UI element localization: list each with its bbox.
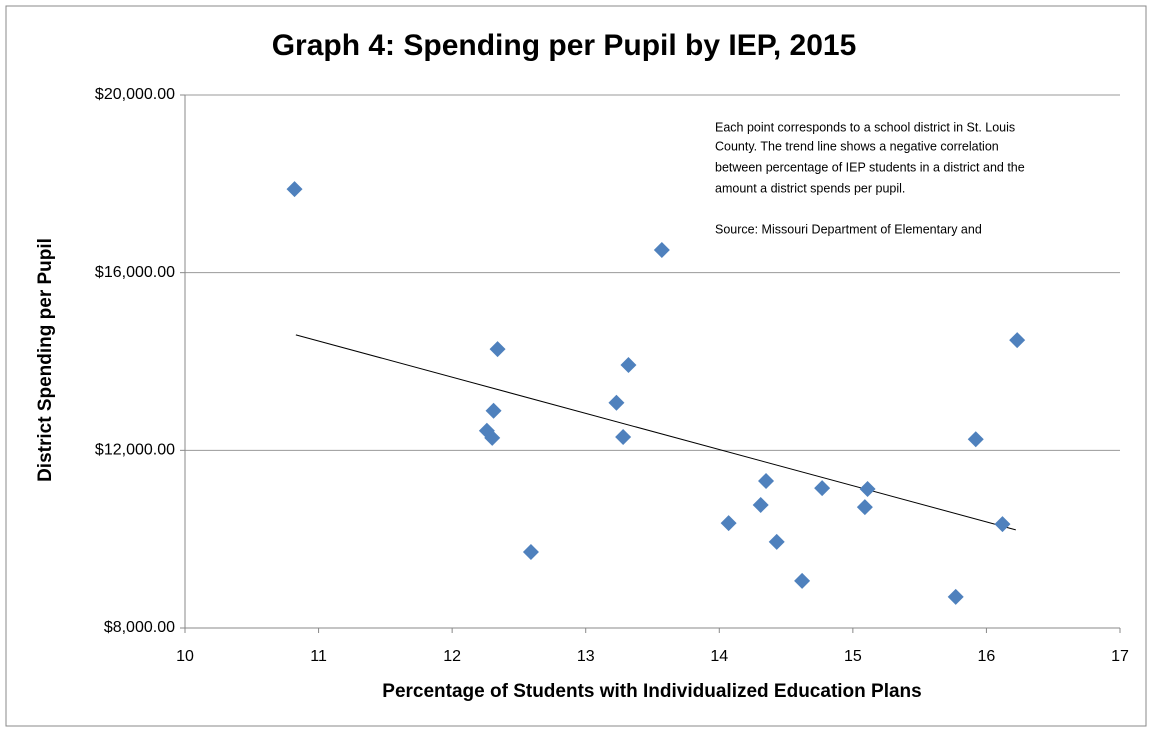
point xyxy=(1009,332,1026,349)
point xyxy=(484,429,501,446)
y-tick-label: $12,000.00 xyxy=(95,442,175,459)
annotation-line: Source: Missouri Department of Elementar… xyxy=(715,222,982,236)
point xyxy=(653,242,670,259)
point xyxy=(489,341,506,358)
annotation-line: Each point corresponds to a school distr… xyxy=(715,120,1015,134)
point xyxy=(286,181,303,198)
annotation-line: between percentage of IEP students in a … xyxy=(715,160,1025,174)
x-tick-label: 14 xyxy=(710,648,728,665)
y-tick-label: $8,000.00 xyxy=(104,619,175,636)
point xyxy=(485,402,502,419)
x-tick-label: 11 xyxy=(310,648,327,665)
point xyxy=(794,572,811,589)
point xyxy=(752,496,769,513)
point xyxy=(967,431,984,448)
x-tick-label: 10 xyxy=(176,648,194,665)
y-tick-label: $20,000.00 xyxy=(95,86,175,103)
point xyxy=(758,472,775,489)
point xyxy=(620,357,637,374)
x-tick-label: 16 xyxy=(978,648,996,665)
point xyxy=(768,533,785,550)
x-tick-label: 15 xyxy=(844,648,862,665)
x-axis-label: Percentage of Students with Individualiz… xyxy=(382,681,921,702)
x-tick-label: 13 xyxy=(577,648,595,665)
trendline xyxy=(295,334,1016,531)
point xyxy=(814,480,831,497)
point xyxy=(947,588,964,605)
annotation-line: County. The trend line shows a negative … xyxy=(715,139,999,153)
x-tick-label: 12 xyxy=(443,648,461,665)
point xyxy=(615,429,632,446)
chart-title: Graph 4: Spending per Pupil by IEP, 2015 xyxy=(272,29,857,62)
point xyxy=(522,544,539,561)
point xyxy=(720,515,737,532)
point xyxy=(859,480,876,497)
point xyxy=(608,394,625,411)
x-tick-label: 17 xyxy=(1111,648,1129,665)
chart-border xyxy=(5,5,1147,727)
point xyxy=(856,499,873,516)
y-axis-label: District Spending per Pupil xyxy=(35,238,56,482)
y-tick-label: $16,000.00 xyxy=(95,264,175,281)
point xyxy=(994,516,1011,533)
annotation-line: amount a district spends per pupil. xyxy=(715,181,905,195)
